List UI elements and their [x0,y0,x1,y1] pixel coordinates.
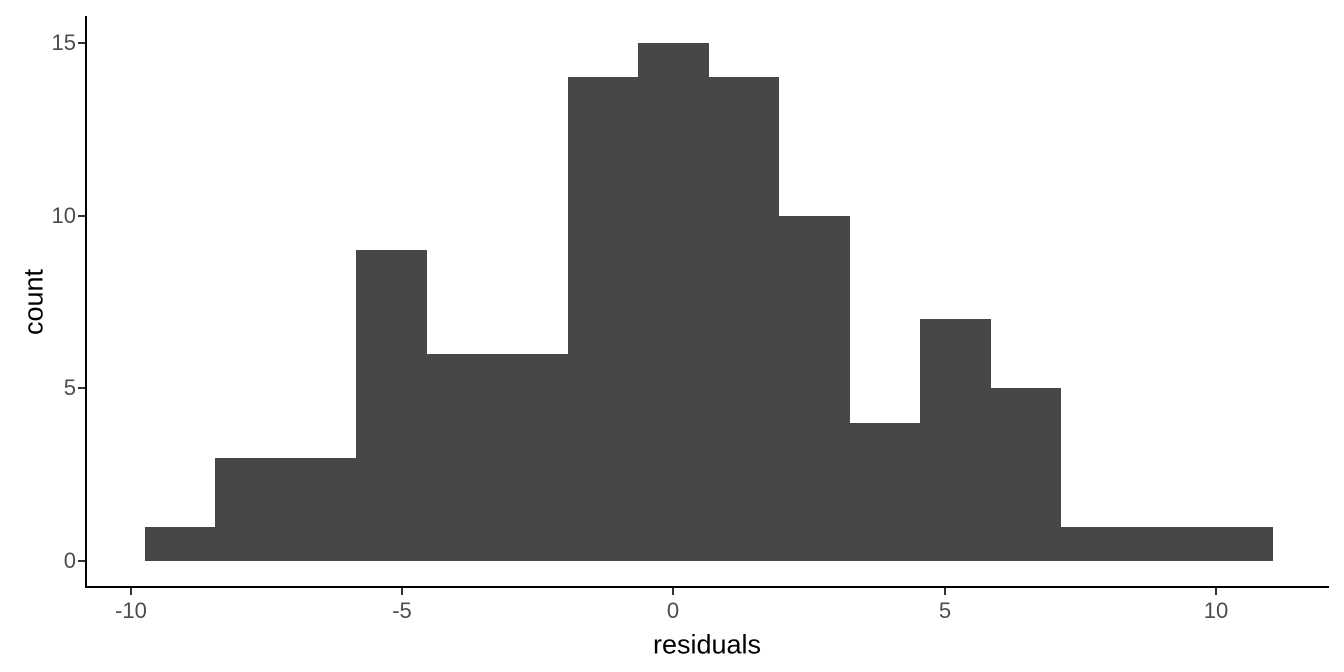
histogram-bar [1202,527,1273,561]
histogram-bar [1061,527,1132,561]
y-tick-label: 5 [63,375,76,400]
histogram-bar [356,250,427,561]
histogram-bar [991,388,1061,561]
x-tick-mark [401,588,403,595]
x-axis-line [85,586,1329,588]
x-tick-label: 10 [1203,598,1229,623]
x-axis-title: residuals [652,629,762,660]
histogram-bar [286,458,356,561]
histogram-bar [427,354,497,561]
x-tick-mark [672,588,674,595]
histogram-bar [850,423,920,561]
histogram-bar [497,354,568,561]
x-tick-label: 0 [666,598,680,623]
x-tick-label: -10 [115,598,147,623]
y-tick-label: 10 [51,203,76,228]
histogram-bar [215,458,286,561]
x-tick-mark [944,588,946,595]
histogram-bar [1132,527,1202,561]
histogram-bar [779,216,850,561]
y-axis-title: count [18,268,49,336]
y-tick-mark [78,42,85,44]
x-tick-label: -5 [392,598,412,623]
histogram-bar [568,77,638,561]
y-tick-mark [78,215,85,217]
x-tick-mark [1215,588,1217,595]
y-tick-label: 0 [63,548,76,573]
y-tick-mark [78,387,85,389]
histogram-bar [638,43,709,561]
histogram-bar [145,527,215,561]
y-tick-mark [78,560,85,562]
histogram-bar [709,77,779,561]
x-tick-label: 5 [938,598,952,623]
histogram-bar [920,319,991,561]
y-axis-line [85,16,87,588]
y-tick-label: 15 [51,30,76,55]
x-tick-mark [130,588,132,595]
